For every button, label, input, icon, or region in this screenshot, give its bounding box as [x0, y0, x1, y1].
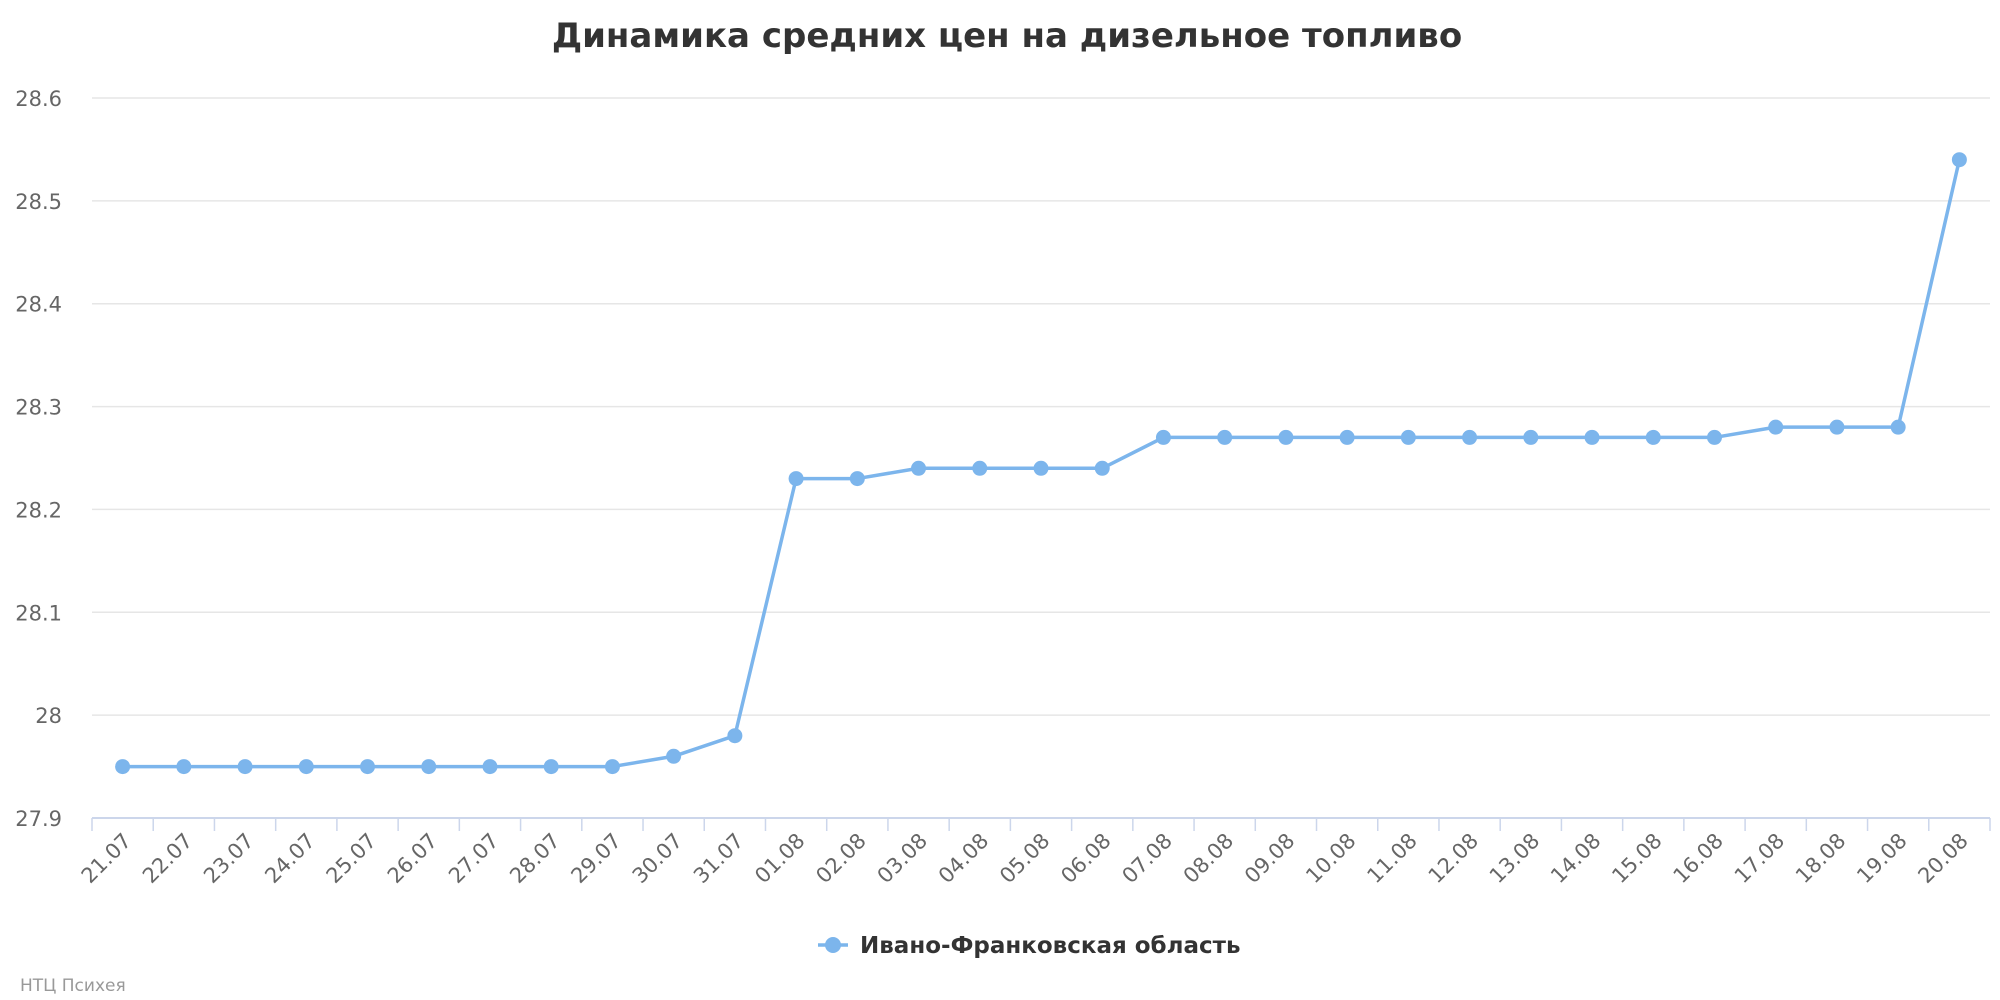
data-point[interactable]: [1339, 429, 1355, 445]
x-tick-label: 10.08: [1301, 829, 1360, 888]
data-point[interactable]: [1951, 152, 1967, 168]
y-tick-label: 28.6: [15, 87, 62, 111]
y-tick-label: 27.9: [15, 807, 62, 831]
data-point[interactable]: [1094, 460, 1110, 476]
x-tick-label: 30.07: [628, 829, 687, 888]
data-point[interactable]: [1217, 429, 1233, 445]
x-tick-label: 28.07: [505, 829, 564, 888]
x-tick-label: 23.07: [199, 829, 258, 888]
x-tick-label: 18.08: [1791, 829, 1850, 888]
x-tick-label: 01.08: [750, 829, 809, 888]
y-axis: 27.9 28 28.1 28.2 28.3 28.4 28.5 28.6: [15, 87, 62, 831]
data-point[interactable]: [1523, 429, 1539, 445]
x-tick-label: 09.08: [1240, 829, 1299, 888]
legend[interactable]: Ивано-Франковская область: [818, 933, 1241, 959]
grid-layer: [92, 97, 1990, 716]
data-point[interactable]: [1768, 419, 1784, 435]
y-tick-label: 28.3: [15, 396, 62, 420]
x-tick-label: 27.07: [444, 829, 503, 888]
data-point[interactable]: [972, 460, 988, 476]
x-tick-label: 31.07: [689, 829, 748, 888]
x-tick-label: 06.08: [1056, 829, 1115, 888]
x-tick-label: 08.08: [1179, 829, 1238, 888]
x-tick-label: 25.07: [322, 829, 381, 888]
x-tick-label: 19.08: [1852, 829, 1911, 888]
data-point[interactable]: [482, 759, 498, 775]
legend-label[interactable]: Ивано-Франковская область: [860, 933, 1241, 959]
data-point[interactable]: [1400, 429, 1416, 445]
data-point[interactable]: [1584, 429, 1600, 445]
data-point[interactable]: [911, 460, 927, 476]
data-point[interactable]: [115, 759, 131, 775]
x-tick-label: 15.08: [1607, 829, 1666, 888]
x-tick-label: 04.08: [934, 829, 993, 888]
data-point[interactable]: [176, 759, 192, 775]
x-tick-label: 29.07: [566, 829, 625, 888]
x-tick-label: 17.08: [1730, 829, 1789, 888]
x-axis: 21.07 22.07 23.07 24.07 25.07 26.07 27.07 28.07…: [77, 817, 1991, 888]
legend-marker[interactable]: [825, 937, 841, 953]
data-point[interactable]: [421, 759, 437, 775]
y-tick-label: 28.5: [15, 190, 62, 214]
data-point[interactable]: [360, 759, 376, 775]
x-tick-label: 13.08: [1485, 829, 1544, 888]
data-point[interactable]: [1033, 460, 1049, 476]
data-point[interactable]: [1645, 429, 1661, 445]
data-point[interactable]: [1829, 419, 1845, 435]
data-point[interactable]: [604, 759, 620, 775]
x-tick-label: 14.08: [1546, 829, 1605, 888]
x-tick-label: 11.08: [1362, 829, 1421, 888]
x-tick-label: 12.08: [1424, 829, 1483, 888]
x-tick-label: 22.07: [138, 829, 197, 888]
y-tick-label: 28.4: [15, 293, 62, 317]
data-point[interactable]: [849, 471, 865, 487]
chart-title: Динамика средних цен на дизельное топлив…: [552, 16, 1462, 56]
data-point[interactable]: [788, 471, 804, 487]
y-tick-label: 28: [35, 704, 62, 728]
data-point[interactable]: [1278, 429, 1294, 445]
data-point[interactable]: [298, 759, 314, 775]
data-point[interactable]: [727, 728, 743, 744]
x-tick-label: 26.07: [383, 829, 442, 888]
data-point[interactable]: [1706, 429, 1722, 445]
x-tick-label: 03.08: [873, 829, 932, 888]
credit-label[interactable]: НТЦ Психея: [20, 976, 126, 996]
y-tick-label: 28.2: [15, 498, 62, 522]
data-point[interactable]: [1155, 429, 1171, 445]
data-point[interactable]: [237, 759, 253, 775]
y-tick-label: 28.1: [15, 601, 62, 625]
data-point[interactable]: [666, 748, 682, 764]
data-point[interactable]: [1890, 419, 1906, 435]
x-tick-label: 24.07: [260, 829, 319, 888]
x-tick-label: 20.08: [1913, 829, 1972, 888]
data-point[interactable]: [1462, 429, 1478, 445]
data-point[interactable]: [543, 759, 559, 775]
x-tick-label: 05.08: [995, 829, 1054, 888]
x-tick-label: 21.07: [77, 829, 136, 888]
series-layer: [115, 152, 1967, 775]
x-tick-label: 02.08: [811, 829, 870, 888]
x-tick-label: 07.08: [1118, 829, 1177, 888]
x-tick-label: 16.08: [1669, 829, 1728, 888]
